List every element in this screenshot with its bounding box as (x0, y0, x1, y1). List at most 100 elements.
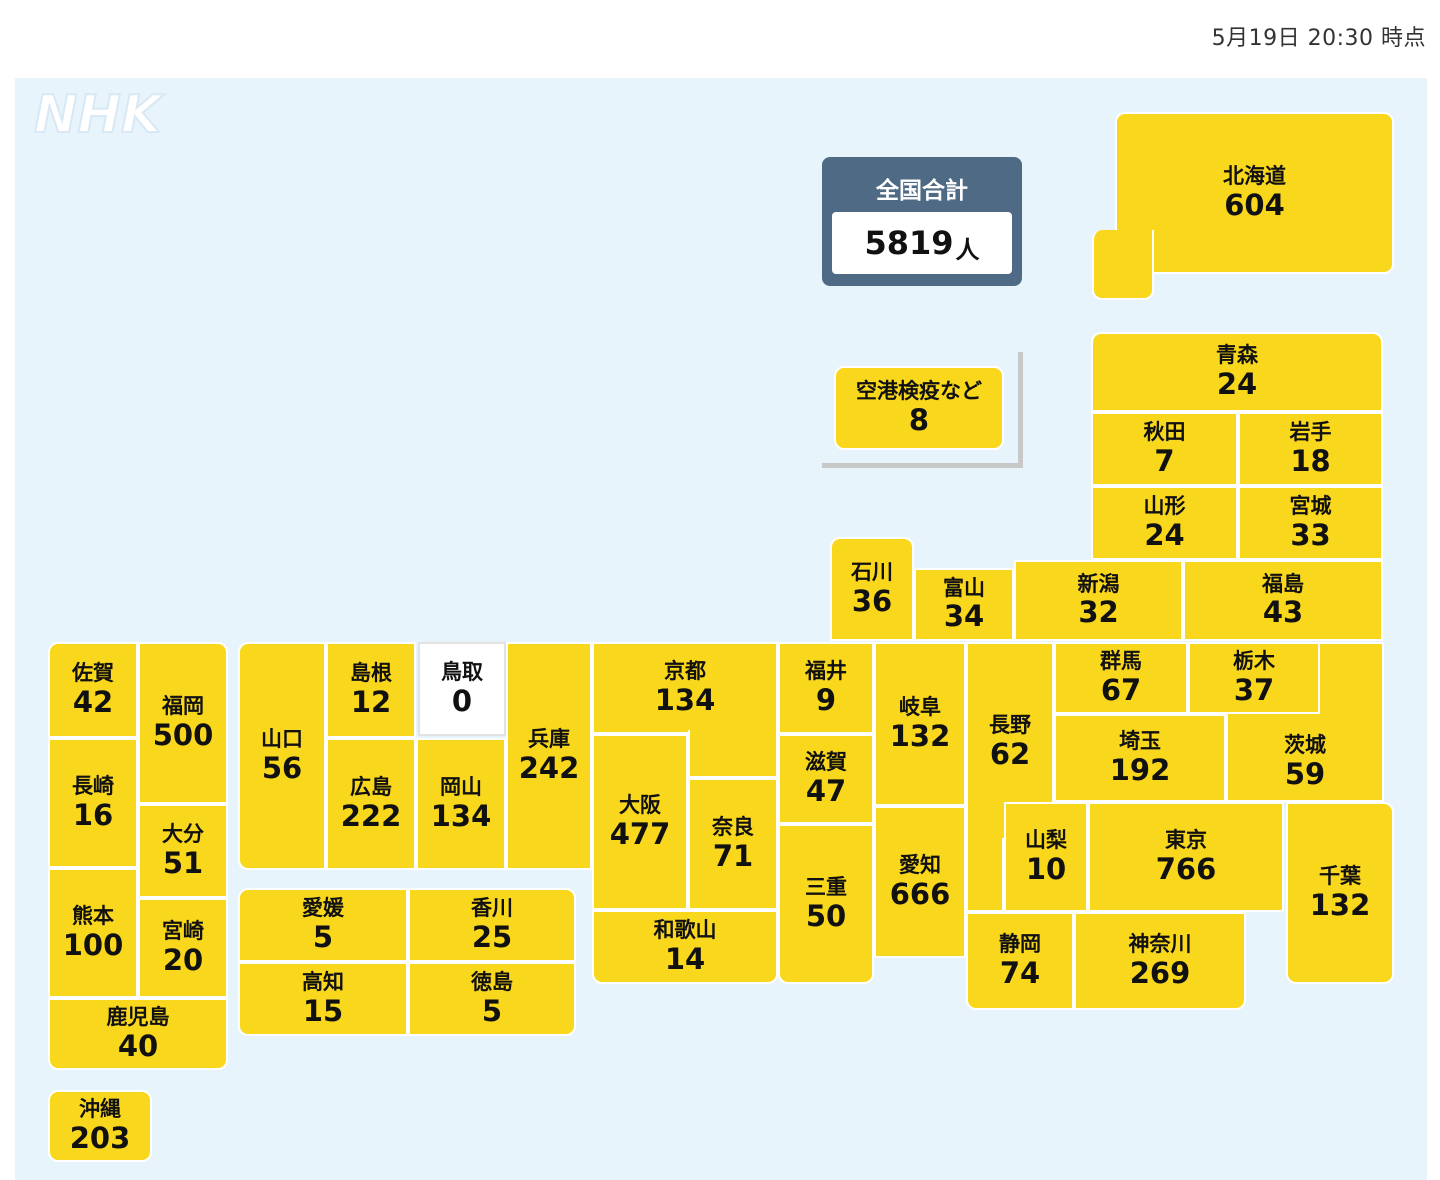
tile-yamaguchi[interactable]: 山口 56 (238, 642, 326, 870)
tile-nagasaki[interactable]: 長崎 16 (48, 738, 138, 868)
tile-ehime[interactable]: 愛媛 5 (238, 888, 408, 962)
kumamoto-name: 熊本 (72, 904, 114, 928)
tile-kumamoto[interactable]: 熊本 100 (48, 868, 138, 998)
niigata-value: 32 (1078, 595, 1119, 630)
shiga-value: 47 (805, 773, 847, 808)
yamagata-value: 24 (1144, 517, 1185, 552)
osaka-value: 477 (609, 816, 671, 851)
tottori-name: 鳥取 (441, 660, 483, 684)
tile-kanagawa[interactable]: 神奈川 269 (1074, 912, 1246, 1010)
tile-kagoshima[interactable]: 鹿児島 40 (48, 998, 228, 1070)
tile-hokkaido[interactable]: 北海道 604 (1115, 112, 1394, 274)
quarantine-tile[interactable]: 空港検疫など 8 (834, 366, 1004, 450)
tile-saitama[interactable]: 埼玉 192 (1054, 714, 1226, 802)
saitama-name: 埼玉 (1119, 729, 1161, 753)
tile-iwate[interactable]: 岩手 18 (1238, 412, 1383, 486)
quarantine-frame-vertical (1018, 352, 1023, 468)
tile-fukui[interactable]: 福井 9 (778, 642, 874, 734)
tile-yamagata[interactable]: 山形 24 (1091, 486, 1238, 560)
tile-chiba[interactable]: 千葉 132 (1286, 802, 1394, 984)
kagoshima-value: 40 (117, 1028, 159, 1063)
national-total-label: 全国合計 (876, 178, 968, 204)
hyogo-name: 兵庫 (528, 727, 570, 751)
tile-tochigi-overlay[interactable]: 栃木 37 (1188, 642, 1320, 714)
tile-gifu[interactable]: 岐阜 132 (874, 642, 966, 806)
nagano-name: 長野 (989, 713, 1031, 737)
hiroshima-name: 広島 (350, 775, 392, 799)
tottori-value: 0 (451, 683, 473, 718)
shizuoka-value: 74 (999, 955, 1041, 990)
fukui-value: 9 (815, 682, 837, 717)
tile-hyogo[interactable]: 兵庫 242 (506, 642, 592, 870)
tile-aichi[interactable]: 愛知 666 (874, 806, 966, 958)
akita-value: 7 (1154, 443, 1175, 478)
mie-name: 三重 (805, 875, 847, 899)
tile-nara[interactable]: 奈良 71 (688, 778, 778, 910)
shiga-name: 滋賀 (805, 750, 847, 774)
saga-value: 42 (72, 684, 114, 719)
osaka-name: 大阪 (619, 793, 661, 817)
tile-kochi[interactable]: 高知 15 (238, 962, 408, 1036)
kanagawa-name: 神奈川 (1128, 932, 1192, 956)
tile-shizuoka[interactable]: 静岡 74 (966, 912, 1074, 1010)
tile-kagawa[interactable]: 香川 25 (408, 888, 576, 962)
okayama-value: 134 (430, 798, 492, 833)
tile-kyoto-extension[interactable] (688, 730, 778, 778)
yamaguchi-name: 山口 (261, 727, 303, 751)
tile-kyoto[interactable]: 京都 134 (592, 642, 778, 734)
ehime-name: 愛媛 (302, 896, 344, 920)
toyama-name: 富山 (943, 575, 985, 600)
tile-shiga[interactable]: 滋賀 47 (778, 734, 874, 824)
national-total-unit: 人 (955, 235, 980, 264)
tile-fukushima[interactable]: 福島 43 (1183, 560, 1383, 641)
toyama-value: 34 (943, 599, 985, 634)
tile-fukuoka[interactable]: 福岡 500 (138, 642, 228, 804)
tile-okayama[interactable]: 岡山 134 (416, 738, 506, 870)
nhk-logo-text: NHK (34, 85, 165, 142)
kagawa-value: 25 (471, 919, 513, 954)
tile-gunma[interactable]: 群馬 67 (1054, 642, 1188, 714)
gunma-name: 群馬 (1100, 649, 1142, 673)
gifu-name: 岐阜 (899, 695, 941, 719)
tile-ishikawa[interactable]: 石川 36 (830, 537, 914, 641)
kochi-value: 15 (302, 993, 344, 1028)
tile-akita[interactable]: 秋田 7 (1091, 412, 1238, 486)
national-total-value-box: 5819 人 (832, 212, 1012, 274)
tile-niigata[interactable]: 新潟 32 (1014, 560, 1183, 641)
tile-aomori[interactable]: 青森 24 (1091, 332, 1383, 412)
tile-osaka[interactable]: 大阪 477 (592, 734, 688, 910)
tile-hiroshima[interactable]: 広島 222 (326, 738, 416, 870)
tile-okinawa[interactable]: 沖縄 203 (48, 1090, 152, 1162)
tile-tottori[interactable]: 鳥取 0 (418, 642, 506, 736)
chiba-value: 132 (1309, 887, 1371, 922)
aomori-value: 24 (1216, 366, 1258, 401)
tile-nagano-extension[interactable] (966, 838, 1004, 912)
tile-oita[interactable]: 大分 51 (138, 804, 228, 898)
tile-tokyo[interactable]: 東京 766 (1088, 802, 1284, 912)
nagano-value: 62 (989, 736, 1031, 771)
okinawa-name: 沖縄 (79, 1097, 121, 1121)
fukushima-name: 福島 (1262, 571, 1304, 596)
yamanashi-name: 山梨 (1025, 828, 1067, 852)
akita-name: 秋田 (1143, 420, 1186, 444)
tokushima-name: 徳島 (471, 970, 513, 994)
tile-miyagi[interactable]: 宮城 33 (1238, 486, 1383, 560)
tile-mie[interactable]: 三重 50 (778, 824, 874, 984)
tile-miyazaki[interactable]: 宮崎 20 (138, 898, 228, 998)
fukuoka-name: 福岡 (162, 694, 204, 718)
saitama-value: 192 (1109, 752, 1171, 787)
tile-shimane[interactable]: 島根 12 (326, 642, 416, 738)
tile-saga[interactable]: 佐賀 42 (48, 642, 138, 738)
national-total-value: 5819 (864, 224, 954, 262)
tile-toyama[interactable]: 富山 34 (914, 568, 1014, 641)
tile-yamanashi[interactable]: 山梨 10 (1004, 802, 1088, 912)
nagasaki-name: 長崎 (72, 774, 114, 798)
tile-wakayama[interactable]: 和歌山 14 (592, 910, 778, 984)
chiba-name: 千葉 (1319, 864, 1361, 888)
ehime-value: 5 (312, 919, 334, 954)
tile-tokushima[interactable]: 徳島 5 (408, 962, 576, 1036)
yamagata-name: 山形 (1143, 494, 1186, 518)
hiroshima-value: 222 (340, 798, 402, 833)
tile-hokkaido-peninsula[interactable] (1092, 230, 1154, 300)
hokkaido-value: 604 (1224, 187, 1285, 222)
